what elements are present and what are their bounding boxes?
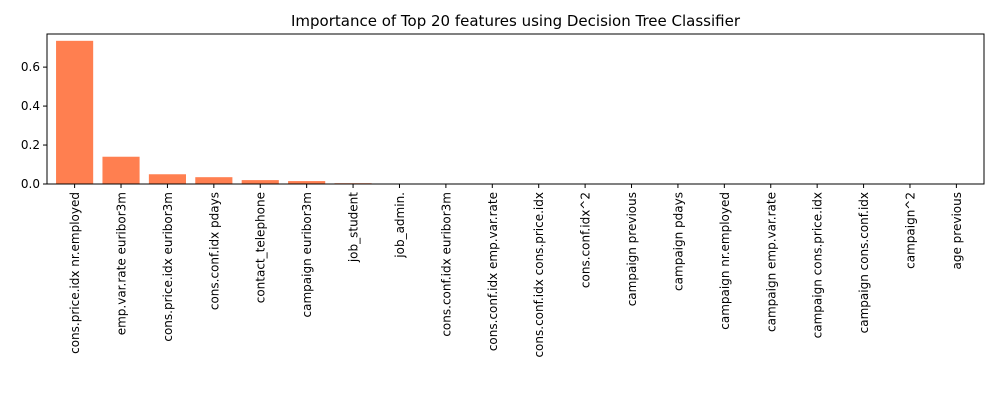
y-axis: 0.0 0.2 0.4 0.6	[21, 60, 47, 191]
x-tick-label: campaign^2	[903, 192, 917, 269]
x-tick-label: campaign euribor3m	[300, 192, 314, 317]
bar	[195, 177, 233, 184]
plot-frame	[46, 33, 985, 185]
x-tick-label: age previous	[950, 192, 964, 269]
bar	[148, 174, 186, 184]
x-tick-label: campaign cons.price.idx	[811, 192, 825, 338]
bar	[56, 40, 94, 185]
x-tick-label: cons.conf.idx pdays	[207, 192, 221, 310]
x-tick-label: job_student	[347, 192, 361, 263]
y-tick-label: 0.0	[21, 177, 40, 191]
bar	[102, 156, 140, 184]
x-tick-label: campaign pdays	[671, 192, 685, 291]
x-tick-label: job_admin.	[393, 192, 407, 259]
x-tick-label: campaign nr.employed	[718, 192, 732, 330]
x-tick-label: emp.var.rate euribor3m	[115, 192, 129, 335]
x-tick-label: cons.conf.idx euribor3m	[439, 192, 453, 337]
x-tick-label: cons.conf.idx cons.price.idx	[532, 192, 546, 358]
bars-group	[56, 40, 975, 185]
y-tick-label: 0.2	[21, 138, 40, 152]
x-axis: cons.price.idx nr.employed emp.var.rate e…	[68, 184, 964, 358]
x-tick-label: campaign cons.conf.idx	[857, 192, 871, 333]
y-tick-label: 0.4	[21, 99, 40, 113]
x-tick-label: cons.conf.idx^2	[579, 192, 593, 288]
x-tick-label: cons.price.idx euribor3m	[161, 192, 175, 342]
x-tick-label: cons.price.idx nr.employed	[68, 192, 82, 354]
bar	[241, 180, 279, 184]
chart-title: Importance of Top 20 features using Deci…	[291, 12, 741, 30]
x-tick-label: contact_telephone	[254, 192, 268, 303]
x-tick-label: campaign previous	[625, 192, 639, 306]
x-tick-label: cons.conf.idx emp.var.rate	[486, 192, 500, 351]
bar	[288, 181, 326, 184]
y-tick-label: 0.6	[21, 60, 40, 74]
x-tick-label: campaign emp.var.rate	[764, 192, 778, 332]
